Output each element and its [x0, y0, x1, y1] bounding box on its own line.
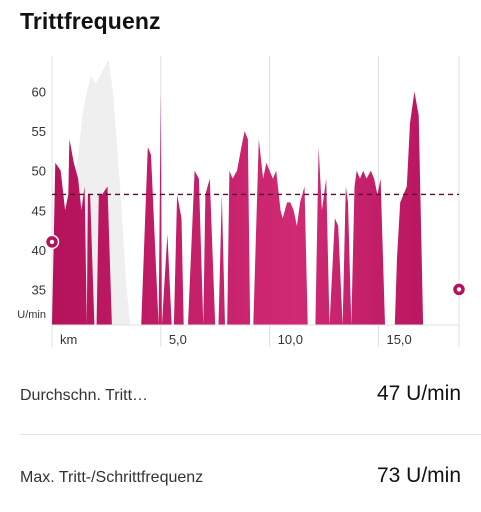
stat-label-max: Max. Tritt-/Schrittfrequenz: [20, 469, 204, 486]
stat-label-average: Durchschn. Tritt…: [20, 387, 149, 404]
end-marker-dot: [456, 287, 462, 292]
stat-row-max: Max. Tritt-/Schrittfrequenz 73 U/min: [20, 464, 461, 488]
start-marker-dot: [49, 239, 55, 245]
y-tick-label: 40: [32, 243, 46, 258]
stat-row-average: Durchschn. Tritt… 47 U/min: [20, 382, 461, 406]
page-title: Trittfrequenz: [20, 8, 161, 34]
stat-value-max: 73 U/min: [376, 464, 461, 487]
stat-value-average: 47 U/min: [376, 382, 461, 405]
y-tick-label: 35: [32, 282, 46, 297]
x-tick-label: 10,0: [278, 332, 303, 347]
y-tick-label: 50: [32, 164, 46, 179]
y-tick-label: 55: [32, 124, 46, 139]
x-tick-label: 5,0: [169, 332, 187, 347]
y-tick-label: 45: [32, 203, 46, 218]
y-axis-label: U/min: [17, 309, 46, 321]
cadence-chart: 60 55 50 45 40 35 U/min km 5,0 10,0 15,0: [17, 56, 467, 347]
x-tick-label: km: [60, 332, 77, 347]
x-tick-label: 15,0: [386, 332, 411, 347]
cadence-area: [52, 91, 459, 325]
stats-divider: [20, 434, 481, 435]
y-tick-label: 60: [32, 85, 46, 100]
